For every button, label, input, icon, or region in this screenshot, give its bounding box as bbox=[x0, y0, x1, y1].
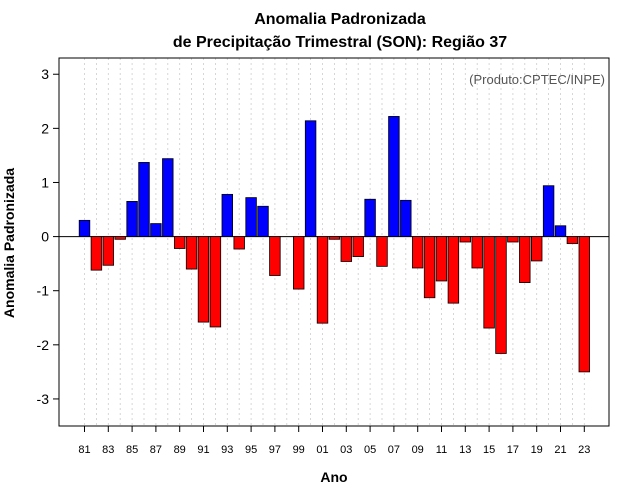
bar-11 bbox=[435, 236, 448, 282]
bar-22 bbox=[566, 236, 579, 245]
x-tick-label: 19 bbox=[531, 444, 543, 456]
y-axis-title: Anomalia Padronizada bbox=[1, 168, 17, 318]
x-tick-label: 91 bbox=[197, 444, 209, 456]
x-tick-label: 99 bbox=[293, 444, 305, 456]
bar-15 bbox=[483, 236, 495, 329]
bar-12 bbox=[447, 236, 460, 304]
bar-23 bbox=[578, 236, 591, 373]
x-tick-label: 21 bbox=[554, 444, 566, 456]
x-tick-label: 03 bbox=[340, 444, 352, 456]
bar-90 bbox=[185, 236, 198, 270]
bar-20 bbox=[542, 185, 555, 237]
x-tick-label: 23 bbox=[578, 444, 590, 456]
bar-14 bbox=[471, 236, 483, 269]
bar-94 bbox=[233, 236, 245, 250]
y-axis: -3 -2 -1 0 1 2 3 bbox=[37, 66, 59, 407]
bar-86 bbox=[138, 162, 150, 237]
y-tick-label: -1 bbox=[37, 283, 50, 299]
x-tick-label: 13 bbox=[459, 444, 471, 456]
bar-05 bbox=[364, 198, 376, 237]
x-tick-label: 89 bbox=[174, 444, 186, 456]
x-axis-title: Ano bbox=[320, 469, 347, 485]
bar-18 bbox=[519, 236, 531, 283]
source-label: (Produto:CPTEC/INPE) bbox=[469, 72, 605, 87]
x-tick-label: 87 bbox=[150, 444, 162, 456]
bar-83 bbox=[102, 236, 115, 266]
bar-06 bbox=[376, 236, 388, 267]
bar-01 bbox=[316, 236, 329, 324]
bar-88 bbox=[162, 158, 174, 237]
bar-87 bbox=[150, 223, 162, 237]
chart-title-line1: Anomalia Padronizada bbox=[254, 11, 426, 28]
y-tick-label: -2 bbox=[37, 337, 50, 353]
bar-04 bbox=[352, 236, 364, 258]
bar-09 bbox=[411, 236, 424, 269]
y-tick-label: 2 bbox=[41, 120, 49, 136]
x-tick-label: 85 bbox=[126, 444, 138, 456]
bar-03 bbox=[340, 236, 353, 262]
bar-16 bbox=[495, 236, 507, 354]
x-tick-label: 15 bbox=[483, 444, 495, 456]
x-tick-label: 17 bbox=[507, 444, 519, 456]
bar-91 bbox=[197, 236, 210, 323]
bar-07 bbox=[388, 116, 400, 237]
bar-82 bbox=[90, 236, 103, 271]
x-tick-label: 11 bbox=[436, 444, 447, 456]
bar-84 bbox=[114, 236, 126, 240]
bars bbox=[78, 116, 591, 373]
plot-frame bbox=[58, 57, 610, 427]
bar-08 bbox=[400, 199, 412, 237]
bar-02 bbox=[328, 236, 341, 240]
y-tick-label: 0 bbox=[41, 229, 49, 245]
bar-81 bbox=[78, 219, 91, 237]
chart-title-line2: de Precipitação Trimestral (SON): Região… bbox=[173, 34, 507, 51]
x-tick-label: 05 bbox=[364, 444, 376, 456]
bar-19 bbox=[531, 236, 543, 262]
bar-93 bbox=[221, 193, 234, 237]
y-tick-label: 3 bbox=[41, 66, 49, 82]
x-axis: 81 83 85 87 89 91 93 95 97 99 01 03 05 07 09 11 13 15 17 19… bbox=[78, 426, 590, 456]
x-tick-label: 01 bbox=[316, 444, 328, 456]
bar-17 bbox=[507, 236, 519, 243]
bar-97 bbox=[269, 236, 281, 276]
bar-13 bbox=[459, 236, 472, 243]
y-tick-label: -3 bbox=[37, 391, 50, 407]
bar-99 bbox=[292, 236, 305, 290]
x-tick-label: 07 bbox=[388, 444, 400, 456]
bar-85 bbox=[126, 201, 138, 237]
x-tick-label: 81 bbox=[78, 444, 90, 456]
bar-10 bbox=[423, 236, 436, 299]
bar-00 bbox=[304, 120, 317, 237]
y-tick-label: 1 bbox=[41, 174, 49, 190]
bar-95 bbox=[245, 197, 257, 237]
x-tick-label: 09 bbox=[412, 444, 424, 456]
x-tick-label: 97 bbox=[269, 444, 281, 456]
x-tick-label: 95 bbox=[245, 444, 257, 456]
bar-89 bbox=[173, 236, 186, 249]
x-tick-label: 93 bbox=[221, 444, 233, 456]
bar-92 bbox=[209, 236, 222, 328]
x-tick-label: 83 bbox=[102, 444, 114, 456]
bar-96 bbox=[257, 205, 269, 237]
bar-21 bbox=[554, 225, 567, 237]
